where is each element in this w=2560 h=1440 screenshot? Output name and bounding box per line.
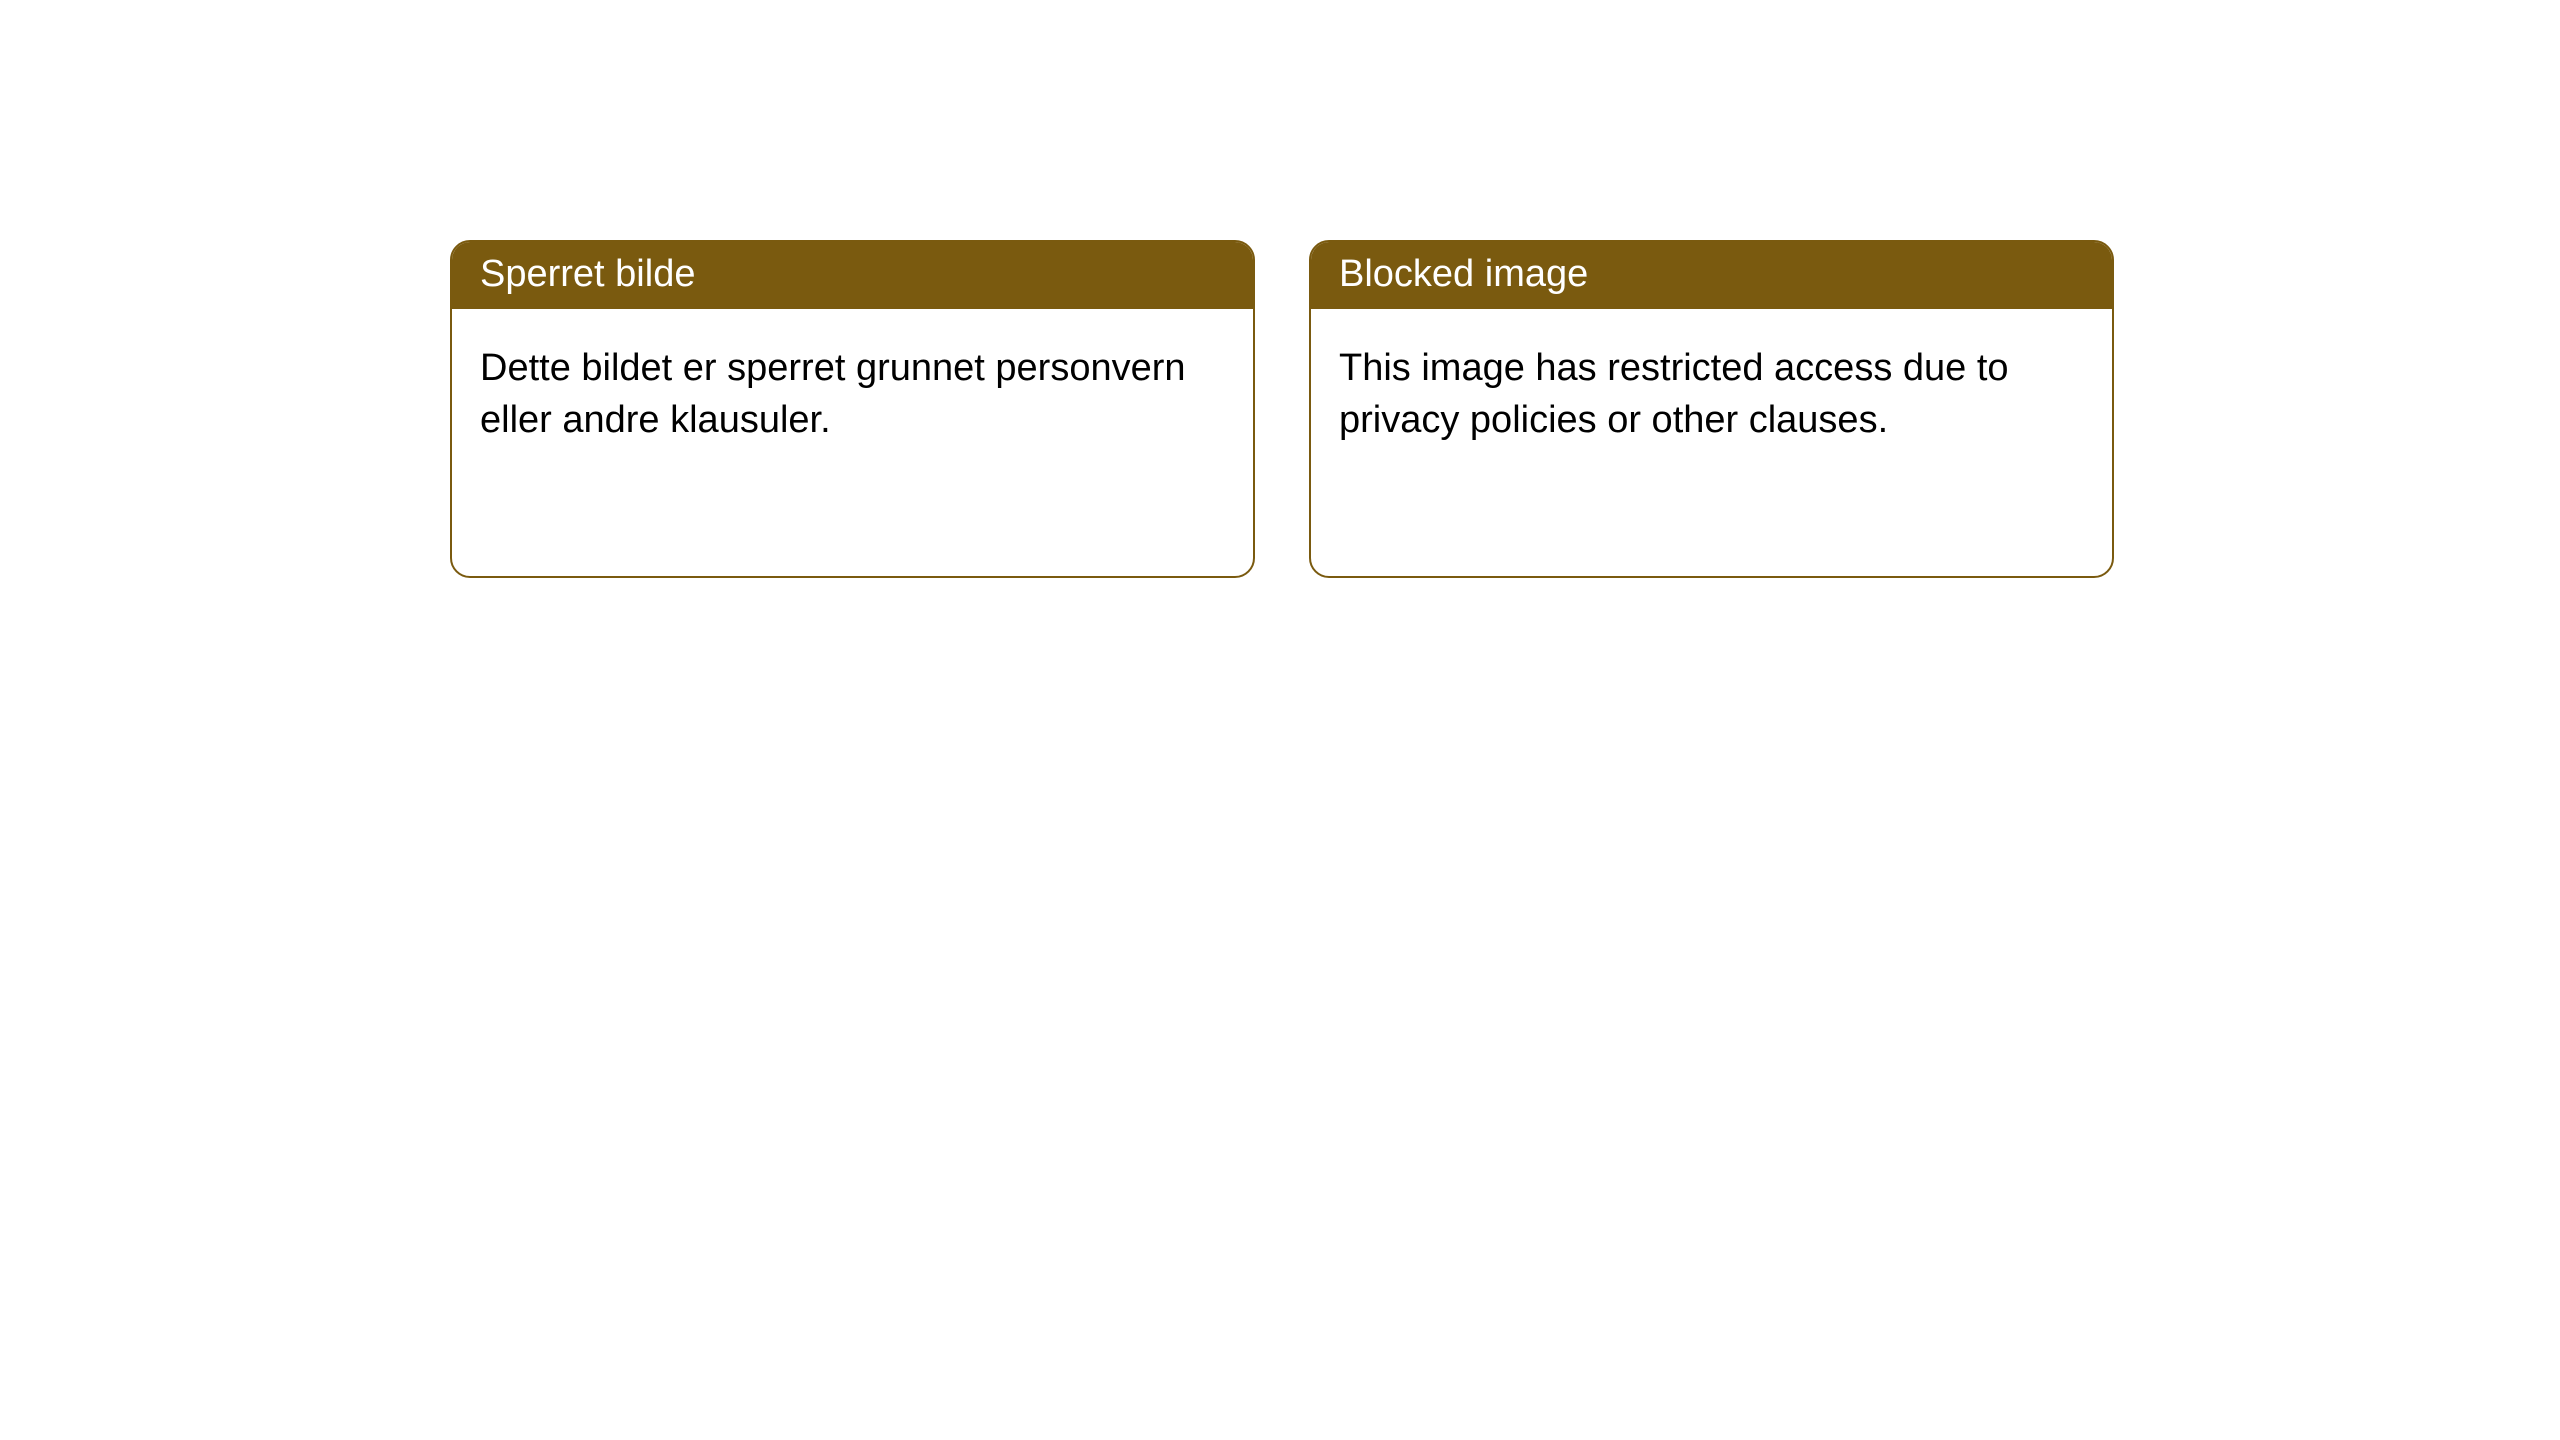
notice-card-norwegian: Sperret bilde Dette bildet er sperret gr…	[450, 240, 1255, 578]
notice-body: This image has restricted access due to …	[1311, 309, 2112, 480]
notice-title: Blocked image	[1311, 242, 2112, 309]
notice-card-english: Blocked image This image has restricted …	[1309, 240, 2114, 578]
notice-body: Dette bildet er sperret grunnet personve…	[452, 309, 1253, 480]
notice-container: Sperret bilde Dette bildet er sperret gr…	[0, 0, 2560, 578]
notice-title: Sperret bilde	[452, 242, 1253, 309]
